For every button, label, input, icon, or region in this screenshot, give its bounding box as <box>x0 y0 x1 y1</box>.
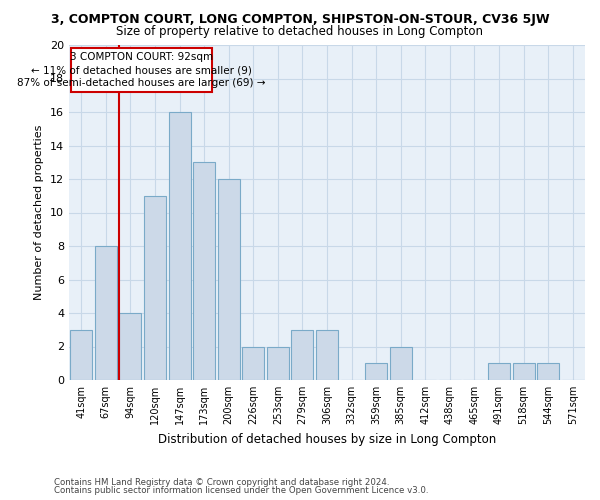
Text: Contains public sector information licensed under the Open Government Licence v3: Contains public sector information licen… <box>54 486 428 495</box>
Bar <box>95 246 117 380</box>
Bar <box>242 346 265 380</box>
Bar <box>193 162 215 380</box>
Bar <box>144 196 166 380</box>
Text: 87% of semi-detached houses are larger (69) →: 87% of semi-detached houses are larger (… <box>17 78 265 88</box>
Bar <box>292 330 313 380</box>
Bar <box>488 363 510 380</box>
FancyBboxPatch shape <box>71 48 212 92</box>
Y-axis label: Number of detached properties: Number of detached properties <box>34 125 44 300</box>
Bar <box>365 363 387 380</box>
Bar <box>267 346 289 380</box>
Text: ← 11% of detached houses are smaller (9): ← 11% of detached houses are smaller (9) <box>31 65 251 75</box>
Bar <box>218 179 240 380</box>
Bar <box>512 363 535 380</box>
Text: Size of property relative to detached houses in Long Compton: Size of property relative to detached ho… <box>116 25 484 38</box>
Bar <box>119 313 142 380</box>
Bar <box>389 346 412 380</box>
Text: 3, COMPTON COURT, LONG COMPTON, SHIPSTON-ON-STOUR, CV36 5JW: 3, COMPTON COURT, LONG COMPTON, SHIPSTON… <box>50 12 550 26</box>
X-axis label: Distribution of detached houses by size in Long Compton: Distribution of detached houses by size … <box>158 432 496 446</box>
Bar <box>169 112 191 380</box>
Text: 3 COMPTON COURT: 92sqm: 3 COMPTON COURT: 92sqm <box>70 52 213 62</box>
Bar <box>70 330 92 380</box>
Text: Contains HM Land Registry data © Crown copyright and database right 2024.: Contains HM Land Registry data © Crown c… <box>54 478 389 487</box>
Bar <box>316 330 338 380</box>
Bar <box>537 363 559 380</box>
